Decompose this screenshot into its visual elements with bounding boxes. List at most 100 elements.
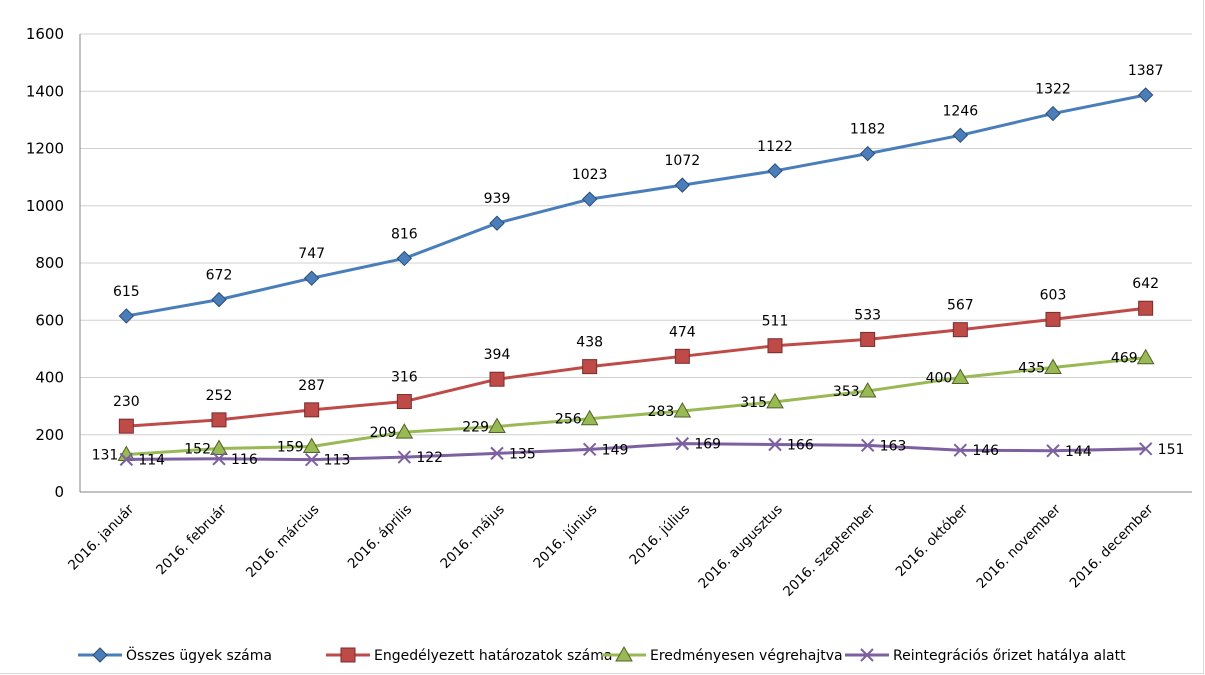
data-point (304, 402, 320, 418)
data-point (768, 437, 782, 452)
series-2: 131 152 159 209 229 256 283 315 353 400 435 469 (92, 348, 1155, 464)
series-line (126, 306, 1146, 428)
data-point (952, 322, 968, 338)
data-point (118, 308, 135, 324)
data-point (489, 215, 505, 231)
series-3: 114 116 113 122 135 149 169 166 163 146 144 151 (119, 436, 1184, 469)
x-tick-label: 2016. november (974, 501, 1065, 592)
data-point (953, 443, 968, 457)
data-point (210, 439, 228, 455)
x-tick-label: 2016. január (65, 501, 137, 573)
data-label: 131 (92, 448, 119, 464)
data-point (1138, 300, 1154, 316)
data-point (1046, 444, 1060, 458)
x-tick-label: 2016. május (437, 502, 508, 573)
data-point (1045, 105, 1061, 122)
data-label: 1322 (1035, 82, 1071, 98)
data-point (859, 145, 876, 162)
data-label: 438 (576, 335, 603, 351)
y-tick-label: 800 (35, 254, 64, 272)
data-label: 939 (484, 191, 511, 207)
data-label: 353 (833, 384, 860, 400)
y-tick-label: 600 (35, 311, 64, 329)
x-tick-label: 2016. április (345, 502, 415, 572)
data-point (858, 381, 877, 398)
series-0: 615 672 747 816 939 1023 1072 1122 1182 1246 1322 1… (113, 63, 1163, 324)
data-point (304, 452, 319, 467)
x-tick-label: 2016. június (530, 502, 600, 572)
data-point (580, 409, 599, 426)
data-label: 159 (277, 439, 304, 455)
data-point (582, 359, 598, 375)
data-label: 144 (1065, 444, 1092, 460)
data-label: 287 (298, 378, 325, 394)
data-label: 1122 (757, 139, 793, 155)
legend-marker (92, 647, 108, 663)
marker-stroke (490, 446, 504, 461)
data-point (767, 163, 783, 179)
data-label: 1182 (850, 122, 886, 138)
data-point (1045, 311, 1061, 327)
marker-stroke (675, 436, 690, 451)
data-label: 511 (762, 314, 789, 330)
data-point (766, 392, 784, 409)
data-point (397, 450, 412, 464)
y-tick-label: 400 (35, 369, 64, 387)
marker-stroke (860, 648, 874, 662)
y-tick-label: 1600 (26, 25, 64, 43)
y-tick-label: 1200 (26, 140, 64, 158)
data-label: 474 (669, 324, 696, 340)
data-point (302, 437, 321, 453)
data-point (118, 418, 134, 434)
data-point (860, 438, 875, 453)
marker-stroke (397, 450, 412, 464)
data-point (581, 191, 598, 207)
legend-marker (340, 647, 356, 663)
legend-label: Engedélyezett határozatok száma (374, 648, 612, 664)
data-point (673, 401, 692, 418)
data-label: 256 (555, 412, 582, 428)
series-1: 230 252 287 316 394 438 474 511 533 567 603 642 (113, 276, 1159, 434)
x-tick-label: 2016. december (1067, 501, 1157, 591)
data-label: 615 (113, 284, 140, 300)
data-label: 672 (206, 268, 233, 284)
data-point (1136, 348, 1155, 365)
legend-label: Eredményesen végrehajtva (650, 648, 843, 664)
marker-stroke (119, 452, 134, 467)
data-label: 114 (138, 452, 165, 468)
data-point (1138, 442, 1153, 456)
data-point (490, 446, 504, 461)
data-point (1137, 87, 1154, 103)
data-point (767, 338, 783, 354)
marker-stroke (304, 452, 319, 467)
data-point (582, 442, 597, 457)
x-tick-label: 2016. március (243, 502, 322, 581)
data-label: 152 (184, 441, 211, 457)
data-label: 316 (391, 370, 418, 386)
data-label: 469 (1111, 351, 1138, 367)
data-point (860, 331, 876, 347)
data-point (1044, 358, 1062, 374)
data-point (119, 452, 134, 467)
data-label: 567 (947, 298, 974, 314)
data-label: 816 (391, 226, 418, 242)
x-tick-label: 2016. július (626, 502, 693, 569)
data-label: 135 (509, 446, 536, 462)
data-label: 146 (972, 443, 999, 459)
data-point (211, 412, 227, 428)
data-point (674, 177, 691, 193)
data-label: 209 (370, 425, 397, 441)
data-label: 435 (1018, 360, 1045, 376)
data-point (952, 127, 969, 144)
data-point (211, 291, 227, 308)
legend-item: Engedélyezett határozatok száma (326, 647, 612, 664)
data-label: 747 (298, 246, 325, 262)
data-label: 533 (854, 307, 881, 323)
data-label: 400 (926, 371, 953, 387)
data-label: 642 (1132, 276, 1159, 292)
data-point (489, 371, 505, 387)
legend: Összes ügyek száma Engedélyezett határoza… (78, 645, 1126, 664)
legend-label: Összes ügyek száma (126, 646, 272, 664)
data-label: 394 (484, 347, 511, 363)
